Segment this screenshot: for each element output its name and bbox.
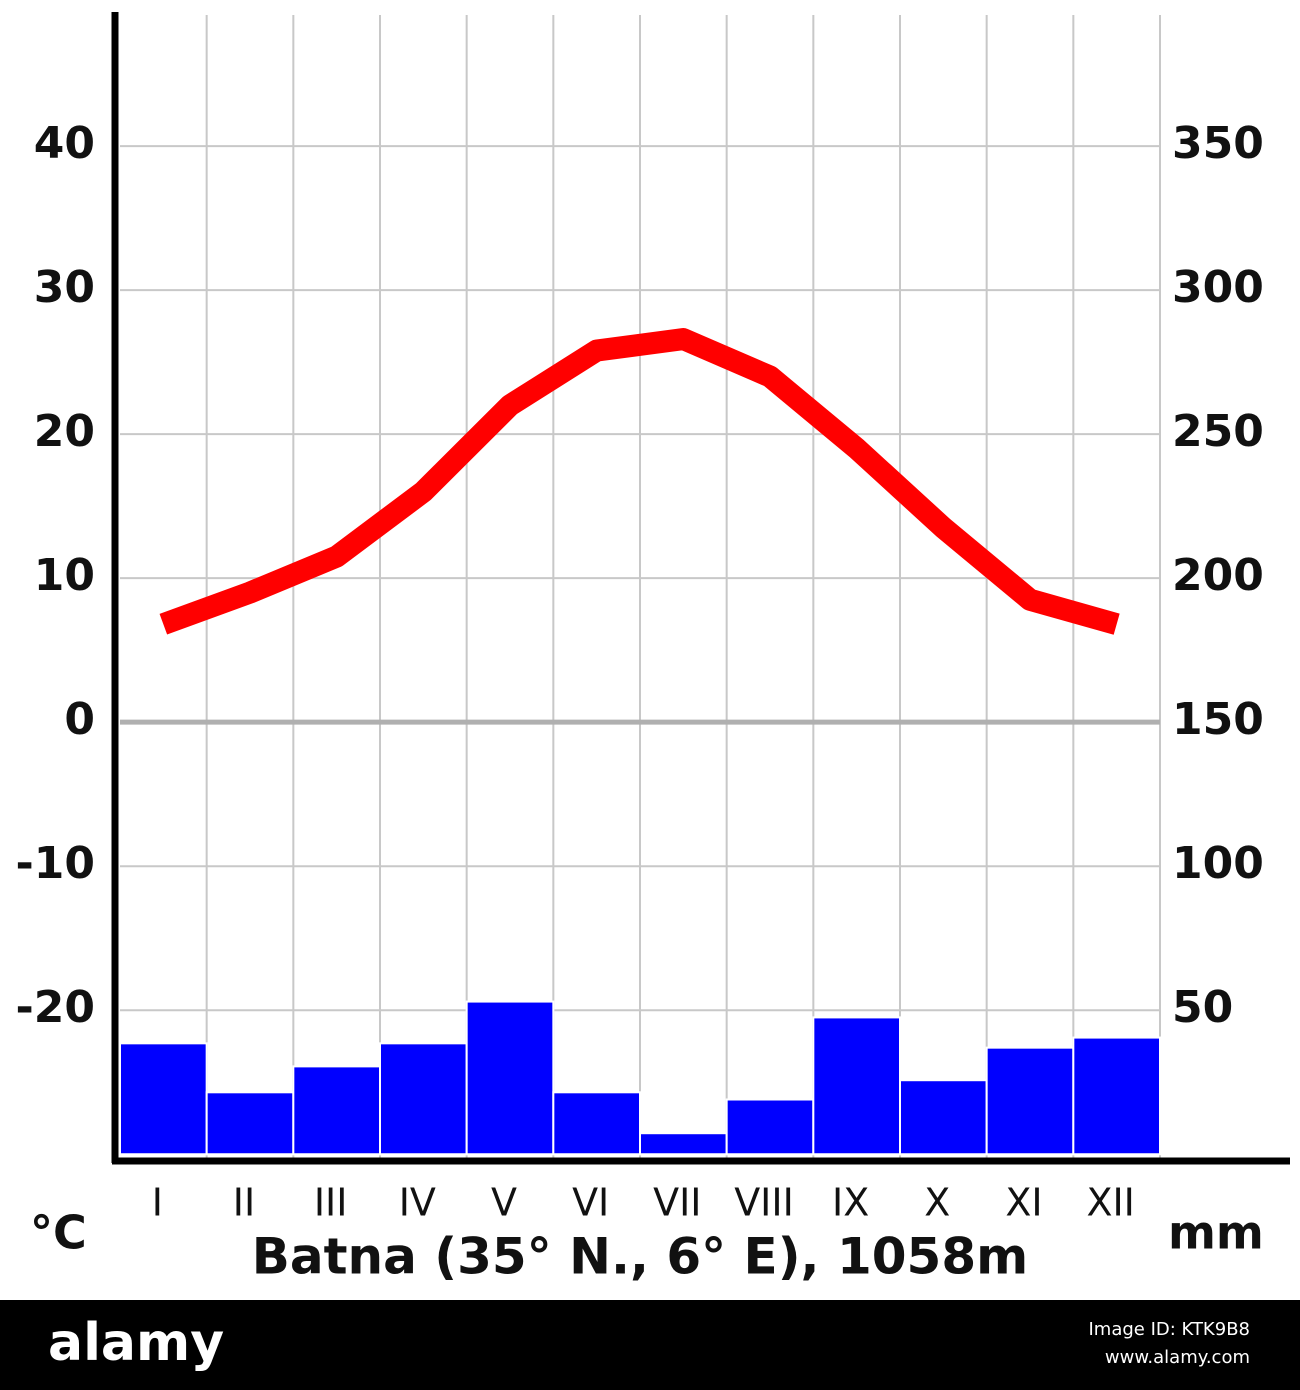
bar bbox=[985, 1046, 1075, 1156]
y2-tick-label: 350 bbox=[1172, 118, 1264, 169]
y-tick-label: -20 bbox=[16, 982, 96, 1033]
y-tick-label: 30 bbox=[34, 262, 95, 313]
watermark-brand: alamy bbox=[48, 1313, 224, 1373]
x-tick-label: VI bbox=[572, 1181, 609, 1225]
y-tick-label: -10 bbox=[16, 838, 96, 889]
bar bbox=[725, 1098, 815, 1156]
bar bbox=[119, 1042, 208, 1156]
y-axis-unit: °C bbox=[30, 1206, 87, 1260]
watermark-site: www.alamy.com bbox=[1105, 1347, 1250, 1368]
bar bbox=[292, 1065, 382, 1156]
bar bbox=[205, 1091, 295, 1156]
watermark-bar bbox=[0, 1300, 1300, 1390]
x-tick-label: I bbox=[152, 1181, 163, 1225]
x-tick-label: XII bbox=[1086, 1181, 1134, 1225]
y2-tick-label: 150 bbox=[1172, 694, 1264, 745]
y2-tick-label: 250 bbox=[1172, 406, 1264, 457]
chart-title: Batna (35° N., 6° E), 1058m bbox=[252, 1228, 1028, 1286]
bar bbox=[1072, 1036, 1162, 1156]
x-tick-label: IV bbox=[399, 1181, 436, 1225]
y2-axis-unit: mm bbox=[1168, 1206, 1264, 1260]
bar bbox=[639, 1132, 728, 1156]
x-tick-label: X bbox=[924, 1181, 950, 1225]
watermark-id: Image ID: KTK9B8 bbox=[1088, 1319, 1250, 1340]
x-tick-label: II bbox=[233, 1181, 255, 1225]
y2-tick-label: 200 bbox=[1172, 550, 1264, 601]
y-tick-label: 20 bbox=[34, 406, 95, 457]
y-tick-label: 40 bbox=[34, 118, 95, 169]
bar bbox=[812, 1016, 901, 1156]
bar bbox=[552, 1091, 641, 1156]
x-tick-label: IX bbox=[832, 1181, 869, 1225]
bar bbox=[465, 1000, 555, 1156]
x-tick-label: VII bbox=[653, 1181, 701, 1225]
y-tick-label: 10 bbox=[34, 550, 95, 601]
x-tick-label: III bbox=[314, 1181, 348, 1225]
y2-tick-label: 50 bbox=[1172, 982, 1233, 1033]
x-tick-label: V bbox=[491, 1181, 517, 1225]
temperature-line bbox=[159, 328, 1120, 635]
x-tick-label: VIII bbox=[734, 1181, 794, 1225]
bar bbox=[379, 1042, 468, 1156]
y2-tick-label: 300 bbox=[1172, 262, 1264, 313]
x-tick-label: XI bbox=[1005, 1181, 1042, 1225]
y2-tick-label: 100 bbox=[1172, 838, 1264, 889]
y-tick-label: 0 bbox=[64, 694, 95, 745]
bar bbox=[899, 1079, 988, 1156]
